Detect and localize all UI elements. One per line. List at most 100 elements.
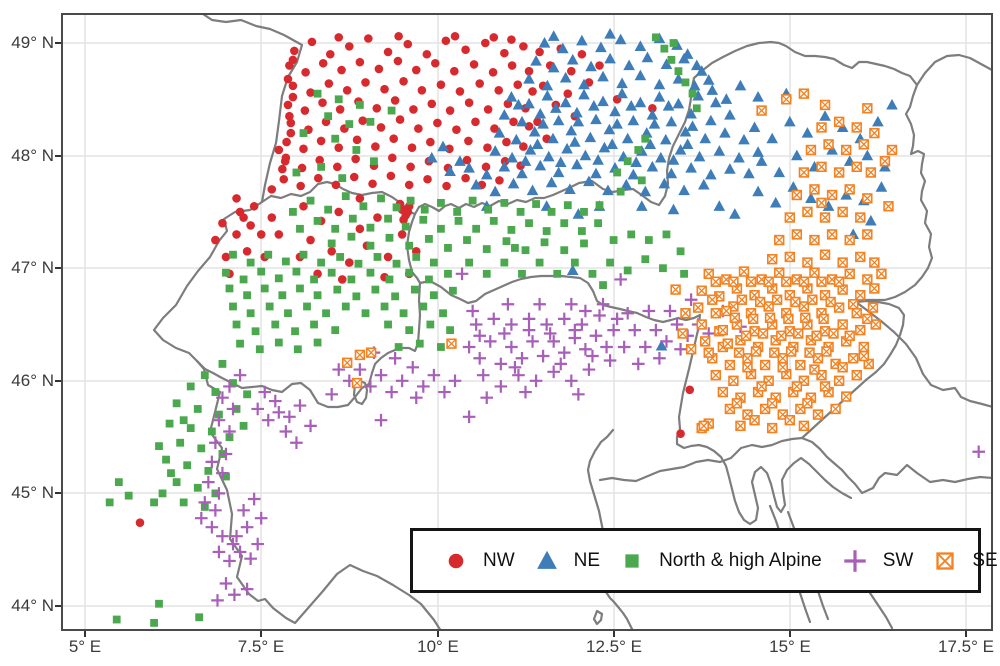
data-point-cross [742,362,753,373]
data-point [218,360,227,368]
data-point-cross [816,276,827,287]
data-point-cross [777,362,788,373]
data-point-cross [855,252,866,262]
data-point [481,38,490,48]
data-point [419,215,428,224]
data-point-cross [841,391,852,402]
data-point [572,388,585,401]
data-point [333,285,342,294]
data-point [522,323,536,337]
data-point [705,168,717,180]
data-point-cross [818,314,829,324]
data-point [582,363,596,376]
data-point [317,258,326,267]
data-point [211,594,224,607]
data-point [341,302,350,311]
data-point [490,124,499,133]
data-point [805,192,817,203]
y-tick-label: 49° N [11,33,54,52]
data-point [693,150,706,162]
data-point [557,312,571,326]
data-point-cross [781,94,792,105]
data-point [222,472,230,481]
data-point [334,33,344,42]
data-point-cross [784,326,795,337]
data-point [571,106,583,118]
data-point [543,327,557,340]
data-point [230,529,243,543]
legend-item-ne: NE [534,548,600,574]
data-point [272,406,286,419]
data-point [278,291,287,300]
data-point-cross [703,347,714,358]
north-alpine-square-icon-shape [625,553,639,568]
data-point [606,138,618,149]
data-point [407,143,417,153]
data-point-cross [784,212,795,223]
nw-circle-icon-shape [448,553,464,568]
data-point [669,39,678,47]
legend: NW NE North & high Alpine SW SE [410,528,998,593]
data-point [265,302,274,311]
x-tick-label: 17.5° E [938,637,994,656]
data-point [748,121,761,133]
data-point [415,339,424,348]
data-point [391,292,400,301]
data-point-cross [670,284,681,295]
data-point [436,80,446,89]
data-point-cross [717,325,728,335]
data-point [578,78,590,90]
data-point [603,354,617,367]
data-point-cross [721,306,732,316]
data-point-cross [756,381,767,392]
data-point-cross [820,381,830,392]
data-point [639,340,652,354]
data-point [667,55,676,64]
data-point [437,343,445,351]
border-rhine-valley [405,212,422,285]
data-point [281,257,290,266]
data-point [524,122,534,131]
data-point [481,162,491,172]
data-point [405,326,414,335]
data-point [239,275,248,284]
data-point [286,128,296,138]
data-point [261,413,275,427]
data-point [243,390,252,399]
data-point [621,306,634,320]
data-point [401,222,410,231]
data-point-cross [844,330,855,341]
data-point [167,469,175,478]
data-point [394,31,403,41]
data-point [606,258,614,267]
data-point [580,239,588,248]
data-point [557,346,571,359]
data-point-cross [807,294,818,305]
data-point-cross [755,297,766,307]
data-point [681,138,694,149]
data-point [364,380,377,393]
data-point [419,302,428,311]
data-point [334,207,344,217]
data-point [318,98,327,107]
data-point-cross [710,370,721,381]
data-point [541,89,554,101]
data-point [216,529,229,543]
data-point-cross [809,364,820,375]
data-point [641,255,650,264]
data-point-cross [734,347,744,358]
data-point [334,95,343,104]
data-point [522,312,536,326]
data-point [257,267,266,276]
data-point-cross [774,267,785,278]
data-point [566,53,579,65]
data-point-cross [851,162,862,172]
data-point [205,520,219,534]
data-point [568,323,582,337]
data-point-cross [784,415,795,426]
data-point-cross [848,353,859,364]
data-point-cross [837,319,848,330]
data-point [634,96,647,108]
data-point [554,357,568,371]
data-point [207,427,216,436]
